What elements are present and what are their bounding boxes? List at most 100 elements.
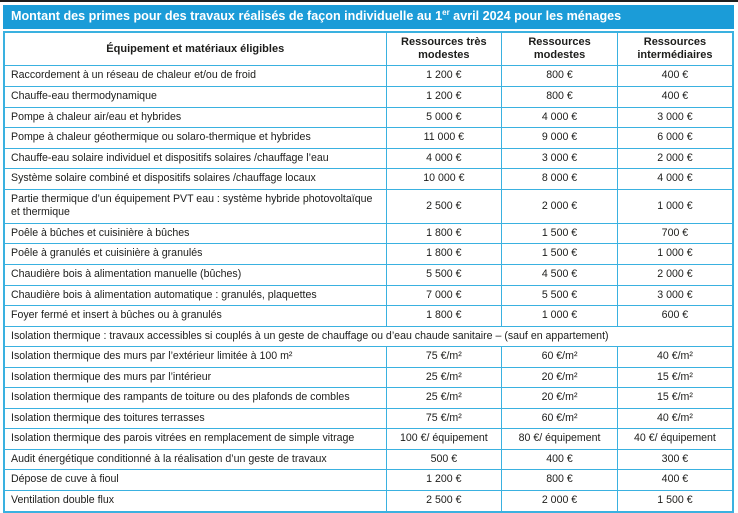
amount-cell: 1 500 €: [501, 243, 618, 265]
amount-cell: 1 200 €: [385, 469, 503, 491]
table-row: Pompe à chaleur géothermique ou solaro-t…: [3, 127, 734, 149]
amount-cell: 1 200 €: [385, 65, 503, 88]
column-header-resources-intermediaires: Ressources intermédiaires: [616, 31, 734, 67]
amount-cell: 80 €/ équipement: [501, 428, 618, 450]
table-body: Raccordement à un réseau de chaleur et/o…: [3, 65, 734, 513]
amount-cell: 1 500 €: [501, 222, 618, 245]
row-label: Chauffe-eau thermodynamique: [3, 86, 387, 108]
table-row: Chaudière bois à alimentation automatiqu…: [3, 284, 734, 307]
table-row: Audit énergétique conditionné à la réali…: [3, 448, 734, 471]
amount-cell: 40 €/ équipement: [616, 428, 734, 450]
page-title-prefix: Montant des primes pour des travaux réal…: [11, 9, 443, 23]
column-header-resources-modestes: Ressources modestes: [501, 31, 618, 67]
amount-cell: 75 €/m²: [385, 346, 503, 368]
amount-cell: 3 000 €: [616, 106, 734, 129]
primes-table: Équipement et matériaux éligibles Ressou…: [3, 31, 734, 513]
row-label: Isolation thermique des murs par l’extér…: [3, 346, 387, 368]
amount-cell: 5 000 €: [385, 106, 503, 129]
table-row: Chauffe-eau thermodynamique 1 200 €800 €4…: [3, 86, 734, 108]
row-label: Isolation thermique des murs par l’intér…: [3, 366, 387, 389]
table-row: Raccordement à un réseau de chaleur et/o…: [3, 65, 734, 88]
table-row: Poêle à bûches et cuisinière à bûches 1 8…: [3, 222, 734, 245]
amount-cell: 11 000 €: [385, 127, 503, 149]
amount-cell: 1 800 €: [385, 222, 503, 245]
amount-cell: 6 000 €: [616, 127, 734, 149]
amount-cell: 40 €/m²: [616, 407, 734, 430]
amount-cell: 1 800 €: [385, 305, 503, 327]
row-label: Foyer fermé et insert à bûches ou à gran…: [3, 305, 387, 327]
amount-cell: 7 000 €: [385, 284, 503, 307]
amount-cell: 100 €/ équipement: [385, 428, 503, 450]
amount-cell: 20 €/m²: [501, 366, 618, 389]
table-row: Chaudière bois à alimentation manuelle (…: [3, 263, 734, 286]
amount-cell: 15 €/m²: [616, 366, 734, 389]
row-label: Ventilation double flux: [3, 489, 387, 513]
amount-cell: 8 000 €: [501, 168, 618, 190]
page-title-bar: Montant des primes pour des travaux réal…: [3, 5, 734, 30]
column-header-equipment: Équipement et matériaux éligibles: [3, 31, 387, 67]
amount-cell: 1 200 €: [385, 86, 503, 108]
amount-cell: 400 €: [616, 86, 734, 108]
amount-cell: 3 000 €: [501, 147, 618, 170]
table-row: Isolation thermique des rampants de toit…: [3, 387, 734, 409]
row-label: Raccordement à un réseau de chaleur et/o…: [3, 65, 387, 88]
amount-cell: 300 €: [616, 448, 734, 471]
amount-cell: 4 000 €: [616, 168, 734, 190]
section-row-label: Isolation thermique : travaux accessible…: [3, 325, 734, 348]
amount-cell: 4 000 €: [501, 106, 618, 129]
row-label: Isolation thermique des rampants de toit…: [3, 387, 387, 409]
amount-cell: 1 000 €: [616, 188, 734, 224]
amount-cell: 25 €/m²: [385, 387, 503, 409]
row-label: Chaudière bois à alimentation manuelle (…: [3, 263, 387, 286]
row-label: Chauffe-eau solaire individuel et dispos…: [3, 147, 387, 170]
amount-cell: 400 €: [501, 448, 618, 471]
amount-cell: 25 €/m²: [385, 366, 503, 389]
row-label: Poêle à bûches et cuisinière à bûches: [3, 222, 387, 245]
table-row: Dépose de cuve à fioul 1 200 €800 €400 €: [3, 469, 734, 491]
row-label: Isolation thermique des toitures terrass…: [3, 407, 387, 430]
amount-cell: 500 €: [385, 448, 503, 471]
amount-cell: 2 500 €: [385, 188, 503, 224]
amount-cell: 800 €: [501, 86, 618, 108]
row-label: Partie thermique d’un équipement PVT eau…: [3, 188, 387, 224]
amount-cell: 700 €: [616, 222, 734, 245]
page-title-superscript: er: [442, 7, 450, 17]
amount-cell: 2 000 €: [616, 147, 734, 170]
amount-cell: 800 €: [501, 65, 618, 88]
amount-cell: 1 000 €: [616, 243, 734, 265]
table-row: Isolation thermique des parois vitrées e…: [3, 428, 734, 450]
amount-cell: 1 000 €: [501, 305, 618, 327]
amount-cell: 10 000 €: [385, 168, 503, 190]
amount-cell: 5 500 €: [385, 263, 503, 286]
table-row: Chauffe-eau solaire individuel et dispos…: [3, 147, 734, 170]
row-label: Système solaire combiné et dispositifs s…: [3, 168, 387, 190]
amount-cell: 15 €/m²: [616, 387, 734, 409]
amount-cell: 75 €/m²: [385, 407, 503, 430]
table-row: Pompe à chaleur air/eau et hybrides 5 000…: [3, 106, 734, 129]
amount-cell: 4 500 €: [501, 263, 618, 286]
amount-cell: 400 €: [616, 65, 734, 88]
amount-cell: 600 €: [616, 305, 734, 327]
column-header-resources-tres-modestes: Ressources très modestes: [385, 31, 503, 67]
table-row: Ventilation double flux 2 500 €2 000 €1 5…: [3, 489, 734, 513]
amount-cell: 60 €/m²: [501, 407, 618, 430]
row-label: Pompe à chaleur géothermique ou solaro-t…: [3, 127, 387, 149]
row-label: Dépose de cuve à fioul: [3, 469, 387, 491]
table-row: Système solaire combiné et dispositifs s…: [3, 168, 734, 190]
amount-cell: 2 000 €: [616, 263, 734, 286]
amount-cell: 2 000 €: [501, 489, 618, 513]
amount-cell: 400 €: [616, 469, 734, 491]
amount-cell: 1 800 €: [385, 243, 503, 265]
top-edge-line: [0, 0, 738, 2]
page-title-suffix: avril 2024 pour les ménages: [449, 9, 622, 23]
amount-cell: 60 €/m²: [501, 346, 618, 368]
table-row: Poêle à granulés et cuisinière à granulé…: [3, 243, 734, 265]
document: Montant des primes pour des travaux réal…: [3, 5, 734, 513]
amount-cell: 40 €/m²: [616, 346, 734, 368]
amount-cell: 3 000 €: [616, 284, 734, 307]
table-row: Isolation thermique des toitures terrass…: [3, 407, 734, 430]
table-row: Foyer fermé et insert à bûches ou à gran…: [3, 305, 734, 327]
header-row: Équipement et matériaux éligibles Ressou…: [3, 31, 734, 67]
amount-cell: 800 €: [501, 469, 618, 491]
section-row: Isolation thermique : travaux accessible…: [3, 325, 734, 348]
